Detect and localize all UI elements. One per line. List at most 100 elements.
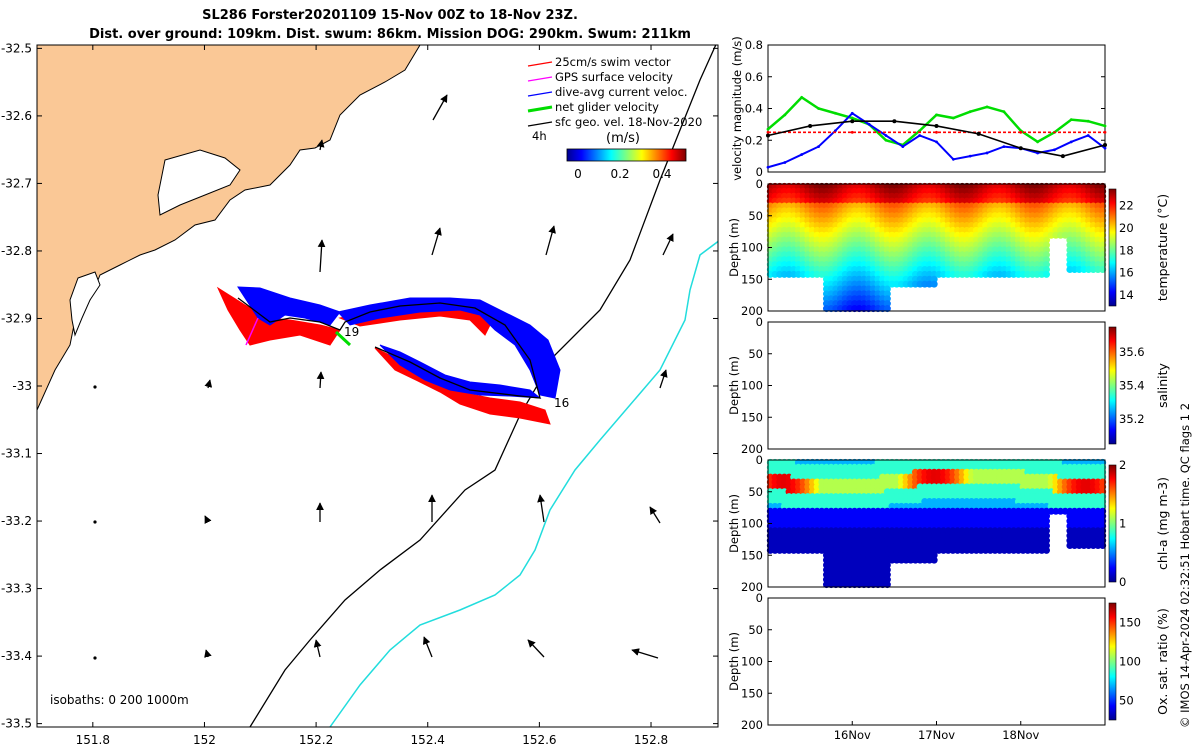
section-2-cbar-tick-0: 35.2 <box>1119 412 1145 426</box>
section-cell <box>883 581 891 589</box>
section-cell <box>1099 493 1107 501</box>
lat-tick-label-1: -32.6 <box>1 109 32 123</box>
isobath-1000m <box>329 240 718 727</box>
section-4-ytick-1: 50 <box>748 623 763 637</box>
geo-arrow <box>659 369 668 389</box>
section-4-ytick-0: 0 <box>756 591 763 605</box>
velocity-ytick-2: 0.4 <box>745 102 763 116</box>
velocity-point <box>766 130 770 134</box>
section-cell <box>1099 498 1107 506</box>
section-2-ytick-1: 50 <box>748 347 763 361</box>
velocity-point <box>985 151 989 155</box>
svg-text:GPS surface velocity: GPS surface velocity <box>555 70 673 84</box>
section-cell <box>1099 187 1107 195</box>
velocity-point <box>951 116 955 120</box>
section-cell <box>1042 517 1051 525</box>
velocity-point <box>1086 119 1090 123</box>
legend-item-sfc-geo-velocity: sfc geo. vel. 18-Nov-2020 <box>527 115 702 129</box>
section-3-cbar-tick-1: 1 <box>1119 517 1126 531</box>
velocity-point <box>850 116 854 120</box>
section-3-ytick-3: 150 <box>741 548 763 562</box>
geo-arrow-dot <box>93 520 97 524</box>
section-1-cbar-tick-1: 16 <box>1119 266 1134 280</box>
section-cell <box>1099 246 1107 254</box>
velocity-point <box>1002 145 1006 149</box>
section-cell <box>883 571 891 579</box>
time-interval-label: 4h <box>532 129 547 143</box>
section-3-ylabel: Depth (m) <box>727 494 741 553</box>
geo-arrow <box>527 639 545 658</box>
section-cell <box>930 556 938 564</box>
velocity-point <box>1103 124 1107 128</box>
section-cell <box>883 305 891 313</box>
velocity-point <box>884 138 888 142</box>
svg-text:dive-avg current veloc.: dive-avg current veloc. <box>555 85 688 99</box>
section-cell <box>883 300 891 308</box>
section-panel-4: 0 50 100 150 200 Depth (m) 50 100 150 Ox. sat. ra… <box>727 591 1170 742</box>
section-cell <box>1099 463 1107 471</box>
section-1-ytick-0: 0 <box>756 177 763 191</box>
section-cell <box>1099 537 1107 545</box>
section-2-colorbar-label: salinity <box>1155 362 1170 407</box>
velocity-point <box>1060 154 1065 159</box>
section-cell <box>1099 202 1107 210</box>
velocity-point <box>1019 130 1023 134</box>
section-2-ylabel: Depth (m) <box>727 356 741 415</box>
section-1-cbar-tick-3: 20 <box>1119 221 1134 235</box>
section-cell <box>1099 197 1107 205</box>
section-1-ylabel: Depth (m) <box>727 218 741 277</box>
section-1-ytick-2: 100 <box>741 241 763 255</box>
map-colorbar-tick-0: 0 <box>574 167 582 181</box>
section-cell <box>1099 226 1107 234</box>
section-cell <box>1099 532 1107 540</box>
section-cell <box>1099 256 1107 264</box>
velocity-point <box>968 110 972 114</box>
lon-tick-label-5: 152.8 <box>634 733 668 747</box>
lake <box>157 149 241 216</box>
section-1-cbar-tick-4: 22 <box>1119 199 1134 213</box>
geostrophic-velocity-arrows <box>93 94 674 660</box>
legend-item-current-velocity: dive-avg current veloc. <box>527 85 688 99</box>
section-cell <box>930 280 938 288</box>
section-cell <box>1042 246 1051 254</box>
geo-arrow <box>662 233 674 256</box>
section-4-ytick-3: 150 <box>741 686 763 700</box>
section-2-ytick-4: 200 <box>741 442 763 456</box>
velocity-point <box>1018 146 1023 151</box>
velocity-point <box>1053 148 1056 152</box>
section-2-ytick-3: 150 <box>741 410 763 424</box>
velocity-point <box>934 123 939 128</box>
velocity-point <box>800 95 804 99</box>
section-cell <box>1099 478 1107 486</box>
velocity-point <box>1103 143 1107 148</box>
section-4-colorbar-label: Ox. sat. ratio (%) <box>1155 608 1170 715</box>
geo-arrow <box>422 636 433 658</box>
section-cell <box>1099 522 1107 530</box>
section-cell <box>1099 541 1107 549</box>
lon-tick-label-4: 152.6 <box>522 733 556 747</box>
map-colorbar-unit: (m/s) <box>606 131 640 146</box>
svg-text:net glider velocity: net glider velocity <box>555 100 659 114</box>
section-cell <box>1099 261 1107 269</box>
day-label-16: 16 <box>554 396 569 410</box>
velocity-point <box>817 145 820 149</box>
section-3-ytick-4: 200 <box>741 580 763 594</box>
section-cell <box>1042 512 1051 520</box>
lon-tick-label-0: 151.8 <box>76 733 110 747</box>
velocity-point <box>766 165 770 169</box>
velocity-point <box>850 119 855 124</box>
section-cell <box>883 285 891 293</box>
section-4-colorbar <box>1108 602 1117 721</box>
lat-tick-label-4: -32.9 <box>1 311 32 325</box>
section-2-colorbar <box>1108 326 1117 445</box>
velocity-point <box>1069 118 1073 122</box>
section-cell <box>1099 207 1107 215</box>
figure-title-line1: SL286 Forster20201109 15-Nov 00Z to 18-N… <box>202 8 578 23</box>
section-cell <box>930 551 938 559</box>
geo-arrow <box>204 649 212 658</box>
section-cell <box>1099 182 1107 190</box>
velocity-point <box>1103 130 1107 134</box>
section-cell <box>1099 192 1107 200</box>
